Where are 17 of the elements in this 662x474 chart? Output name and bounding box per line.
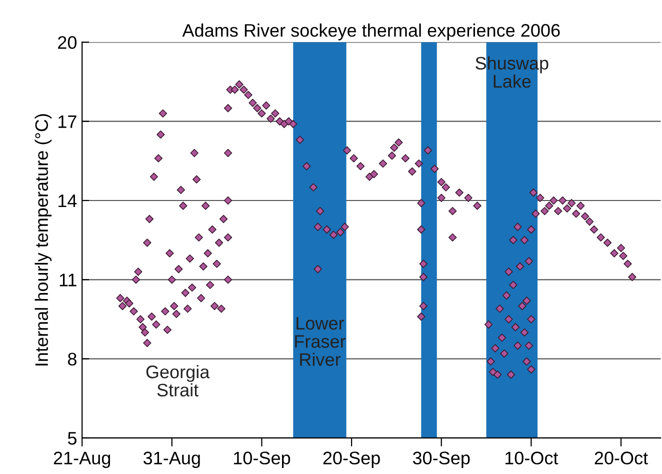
y-tick-label: 5 — [68, 432, 76, 445]
x-tick-label: 10-Sep — [234, 452, 290, 468]
y-tick-label: 20 — [58, 36, 77, 49]
x-tick-label: 31-Aug — [143, 452, 200, 468]
y-tick-label: 8 — [68, 352, 76, 366]
x-tick-label: 10-Oct — [505, 452, 558, 464]
x-tick-label: 20-Oct — [594, 452, 648, 464]
annotation: Georgia Strait — [146, 365, 210, 396]
y-tick-label: 17 — [58, 115, 76, 128]
y-axis-title: Internal hourly temperature (°C) — [34, 114, 52, 366]
x-tick-label: 20-Sep — [323, 452, 380, 468]
band-label: Lower Fraser River — [295, 317, 346, 366]
x-tick-label: 21-Aug — [54, 452, 110, 468]
y-tick-label: 14 — [58, 194, 77, 208]
y-tick-label: 11 — [60, 274, 76, 286]
x-tick-label: 30-Sep — [412, 452, 470, 468]
chart-title: Adams River sockeye thermal experience 2006 — [182, 24, 560, 40]
